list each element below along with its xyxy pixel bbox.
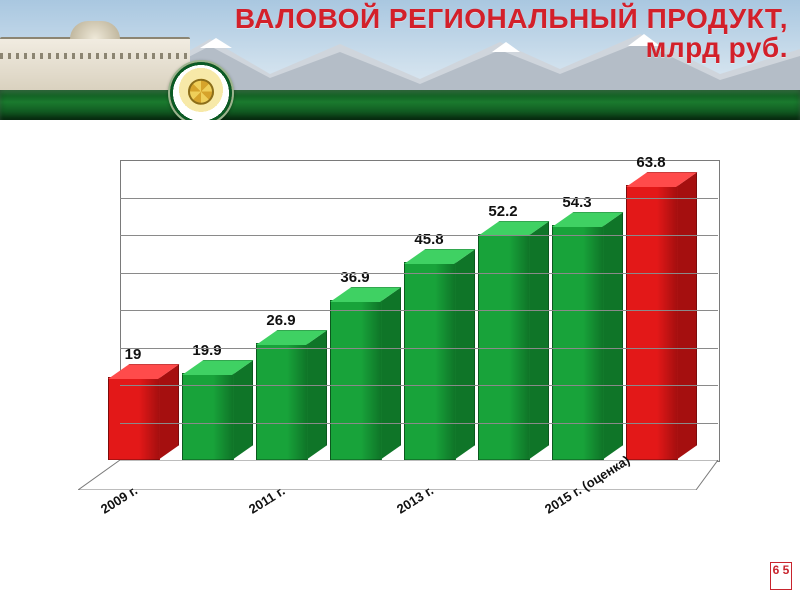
bar: 19 [108, 160, 158, 490]
chart-gridline [120, 198, 718, 199]
chart-x-labels: 2009 г.2011 г.2013 г.2015 г. (оценка) [78, 492, 738, 552]
chart-gridline [120, 385, 718, 386]
grp-bar-chart: 1919.926.936.945.852.254.363.8 2009 г.20… [78, 160, 738, 490]
title-line-2: млрд руб. [235, 33, 788, 62]
bar-value-label: 52.2 [478, 203, 528, 220]
chart-gridline [120, 310, 718, 311]
bar-value-label: 45.8 [404, 231, 454, 248]
bar-value-label: 63.8 [626, 154, 676, 171]
bar-value-label: 36.9 [330, 269, 380, 286]
bar: 19.9 [182, 160, 232, 490]
chart-bars: 19 19.9 26.9 36.9 45.8 52.2 54.3 63.8 [78, 160, 738, 490]
bar: 26.9 [256, 160, 306, 490]
page-title: ВАЛОВОЙ РЕГИОНАЛЬНЫЙ ПРОДУКТ, млрд руб. [235, 4, 788, 63]
bar: 52.2 [478, 160, 528, 490]
bar-value-label: 26.9 [256, 312, 306, 329]
region-emblem-icon [168, 60, 234, 120]
chart-gridline [120, 348, 718, 349]
title-line-1: ВАЛОВОЙ РЕГИОНАЛЬНЫЙ ПРОДУКТ, [235, 4, 788, 33]
chart-gridline [120, 273, 718, 274]
page-number: 6 5 [770, 562, 792, 590]
bar: 36.9 [330, 160, 380, 490]
header-banner: ВАЛОВОЙ РЕГИОНАЛЬНЫЙ ПРОДУКТ, млрд руб. [0, 0, 800, 120]
bar: 63.8 [626, 160, 676, 490]
chart-gridline [120, 423, 718, 424]
header-building [0, 37, 190, 94]
bar: 45.8 [404, 160, 454, 490]
bar: 54.3 [552, 160, 602, 490]
header-green-strip [0, 90, 800, 120]
chart-gridline [120, 235, 718, 236]
bar-value-label: 19.9 [182, 342, 232, 359]
